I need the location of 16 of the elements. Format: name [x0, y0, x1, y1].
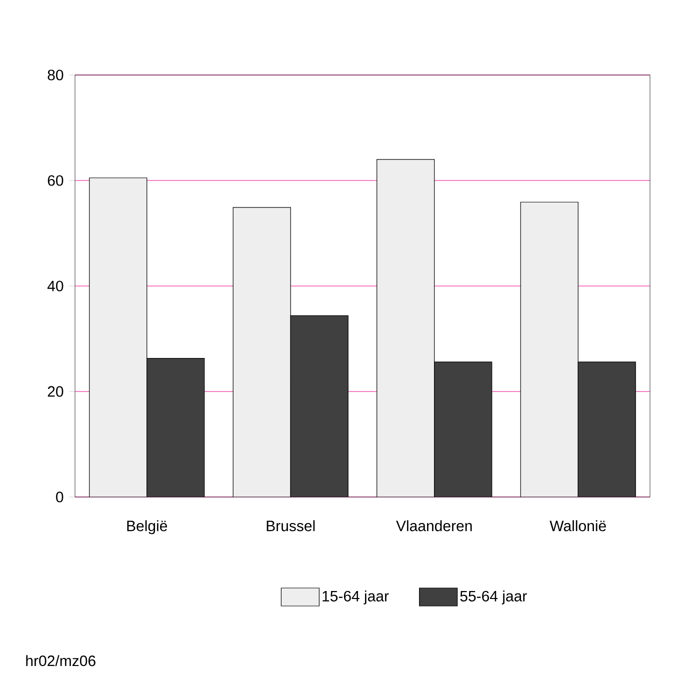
bar	[376, 159, 435, 497]
y-tick-label: 60	[48, 175, 64, 186]
bar	[89, 178, 148, 497]
bar	[232, 207, 291, 497]
legend-label: 55-64 jaar	[460, 590, 527, 604]
x-tick-label: Vlaanderen	[396, 520, 472, 532]
y-tick-label: 40	[47, 280, 64, 292]
y-tick-label: 80	[48, 70, 64, 80]
x-tick-label: Brussel	[266, 520, 315, 532]
bar	[520, 202, 578, 497]
x-tick-label: België	[127, 520, 168, 534]
x-tick-label: Wallonië	[550, 520, 606, 532]
y-tick-label: 20	[48, 386, 64, 397]
y-tick-label: 0	[56, 492, 64, 502]
legend-label: 15-64 jaar	[322, 590, 389, 604]
text: hr02/mz06	[26, 655, 96, 666]
